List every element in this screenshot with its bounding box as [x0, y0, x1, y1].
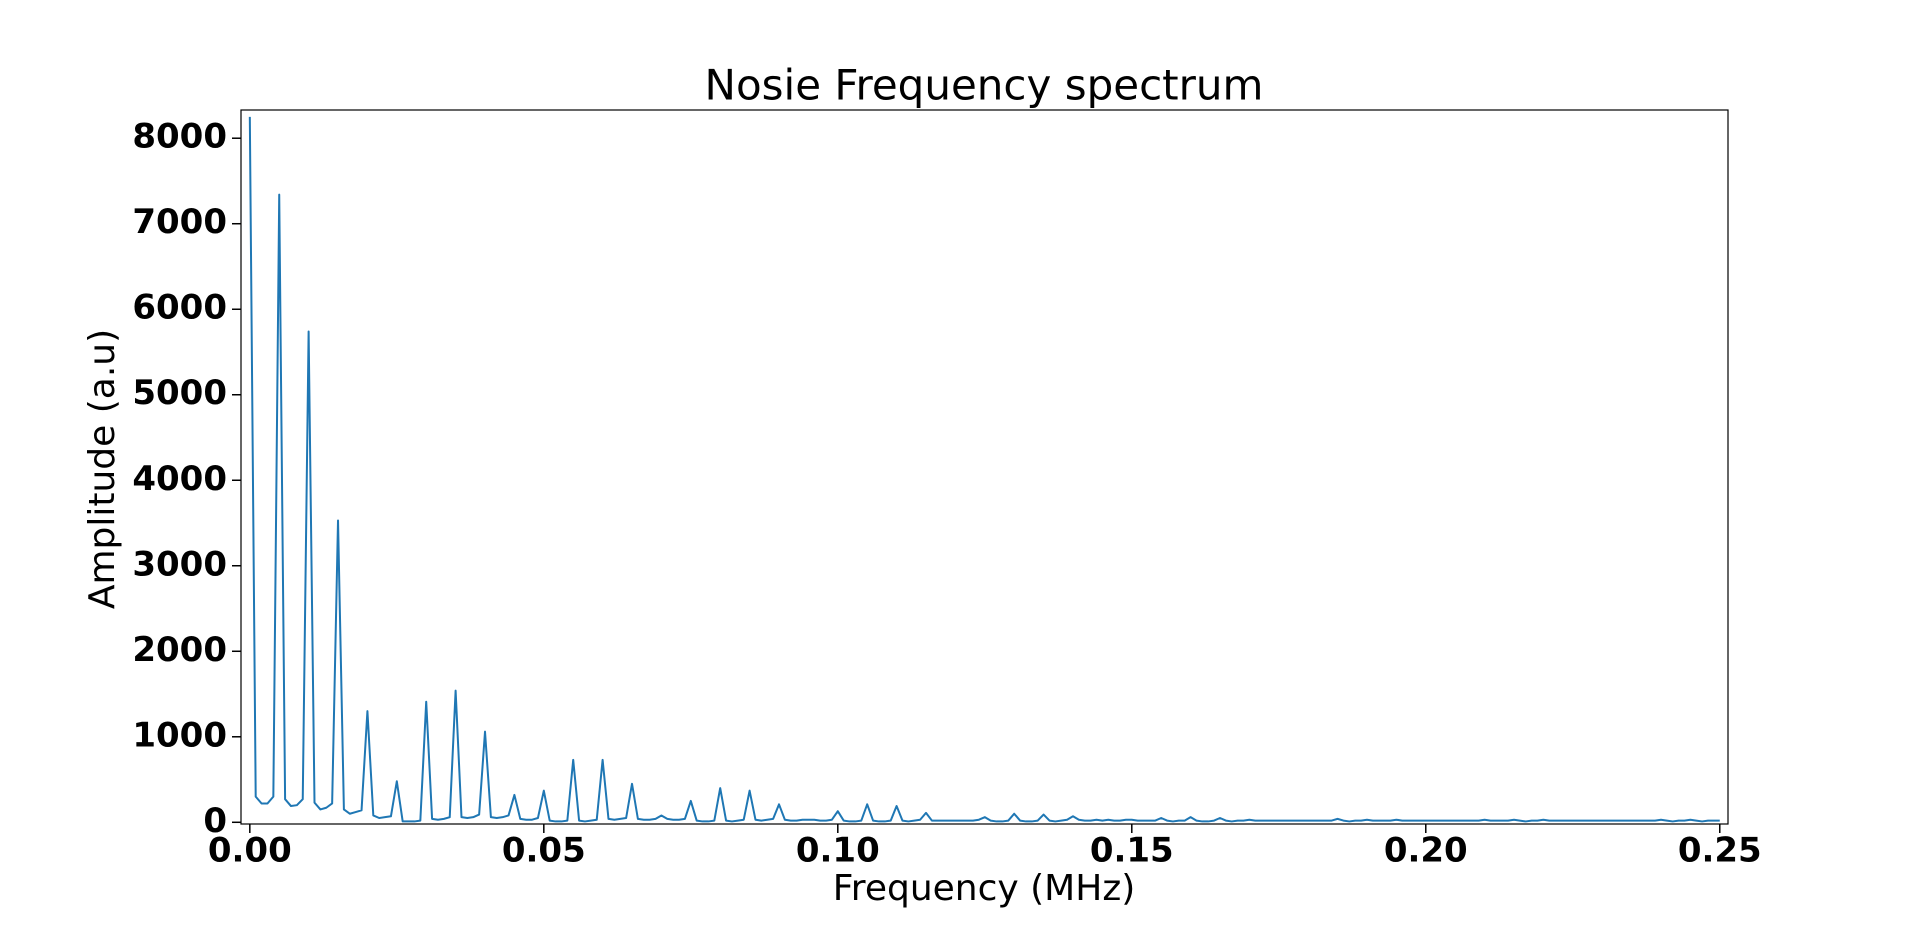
y-tick-label: 6000: [132, 288, 227, 328]
x-tick-label: 0.25: [1678, 831, 1762, 871]
y-tick-label: 3000: [132, 544, 227, 584]
x-tick-label: 0.20: [1384, 831, 1468, 871]
plot-frame: [240, 109, 1729, 825]
chart-title: Nosie Frequency spectrum: [705, 61, 1264, 110]
x-tick-label: 0.00: [208, 831, 292, 871]
y-tick-label: 0: [203, 801, 227, 841]
y-tick-label: 4000: [132, 459, 227, 499]
x-tick-label: 0.15: [1090, 831, 1174, 871]
y-tick-label: 1000: [132, 715, 227, 755]
spectrum-line: [248, 116, 1720, 823]
x-tick-label: 0.10: [796, 831, 880, 871]
y-tick-label: 2000: [132, 630, 227, 670]
x-axis-label: Frequency (MHz): [833, 868, 1136, 909]
y-tick-label: 5000: [132, 373, 227, 413]
y-tick-label: 8000: [132, 117, 227, 157]
y-tick-label: 7000: [132, 202, 227, 242]
y-axis-label: Amplitude (a.u): [82, 329, 123, 609]
x-tick-label: 0.05: [502, 831, 586, 871]
